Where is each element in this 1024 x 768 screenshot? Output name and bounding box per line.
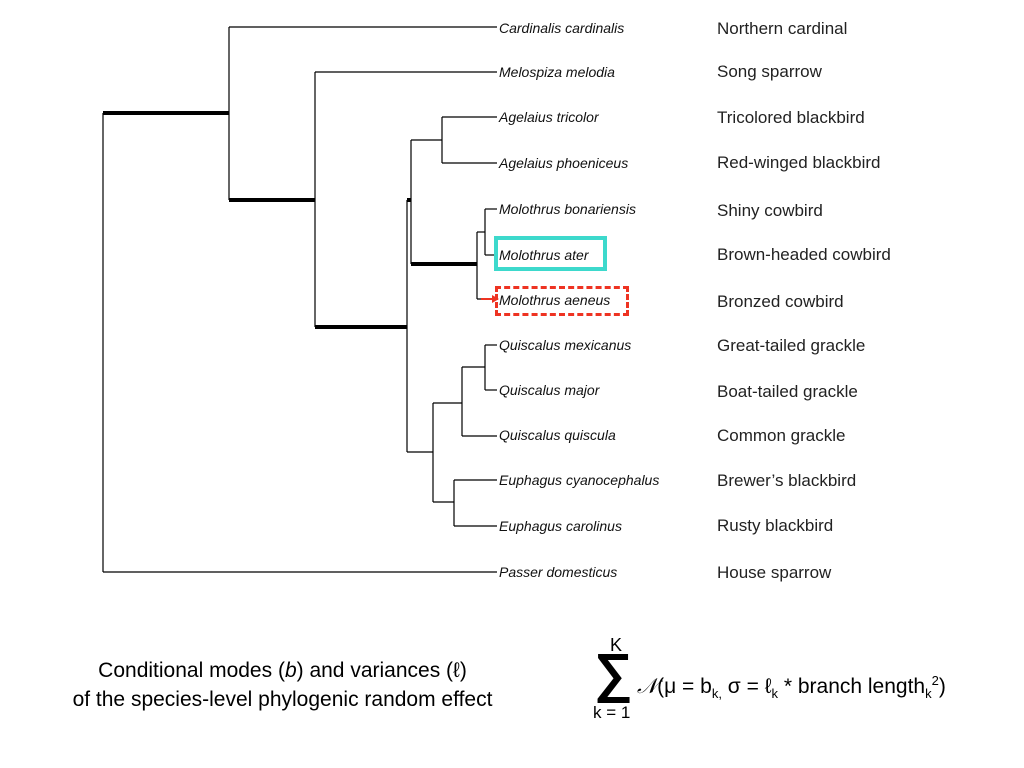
common-name-label: Tricolored blackbird [717,108,865,127]
common-name-label: Brewer’s blackbird [717,471,857,490]
normal-distribution-expression: 𝒩(μ = bk, σ = ℓk * branch lengthk2) [637,673,946,702]
common-name-label: Northern cardinal [717,19,848,38]
taxon-label: Euphagus carolinus [499,518,622,534]
highlight-box-molothrus-aeneus [495,286,629,316]
caption-line-2: of the species-level phylogenic random e… [72,688,493,711]
common-name-label: House sparrow [717,563,832,582]
common-name-label: Brown-headed cowbird [717,245,891,264]
highlight-box-molothrus-ater [494,236,607,271]
common-name-label: Common grackle [717,426,846,445]
common-name-label: Shiny cowbird [717,201,823,220]
taxon-label: Quiscalus mexicanus [499,337,632,353]
summation-sign: ∑ [594,643,633,703]
common-name-label: Red-winged blackbird [717,153,881,172]
taxon-label: Euphagus cyanocephalus [499,472,660,488]
taxon-label: Molothrus aeneus [499,292,611,308]
taxon-label: Agelaius phoeniceus [499,155,629,171]
common-name-label: Song sparrow [717,62,822,81]
common-name-label: Great-tailed grackle [717,336,866,355]
common-name-label: Rusty blackbird [717,516,834,535]
taxon-label: Passer domesticus [499,564,618,580]
taxon-label: Cardinalis cardinalis [499,20,625,36]
taxon-label: Quiscalus quiscula [499,427,616,443]
common-name-label: Boat-tailed grackle [717,382,858,401]
caption-line-1: Conditional modes (b) and variances (ℓ) [98,659,467,682]
taxon-label: Quiscalus major [499,382,600,398]
common-name-label: Bronzed cowbird [717,292,844,311]
sum-lower-limit: k = 1 [593,703,631,722]
taxon-label: Agelaius tricolor [499,109,599,125]
taxon-label: Molothrus ater [499,247,589,263]
taxon-label: Molothrus bonariensis [499,201,636,217]
sum-upper-limit: K [610,635,623,655]
taxon-label: Melospiza melodia [499,64,615,80]
